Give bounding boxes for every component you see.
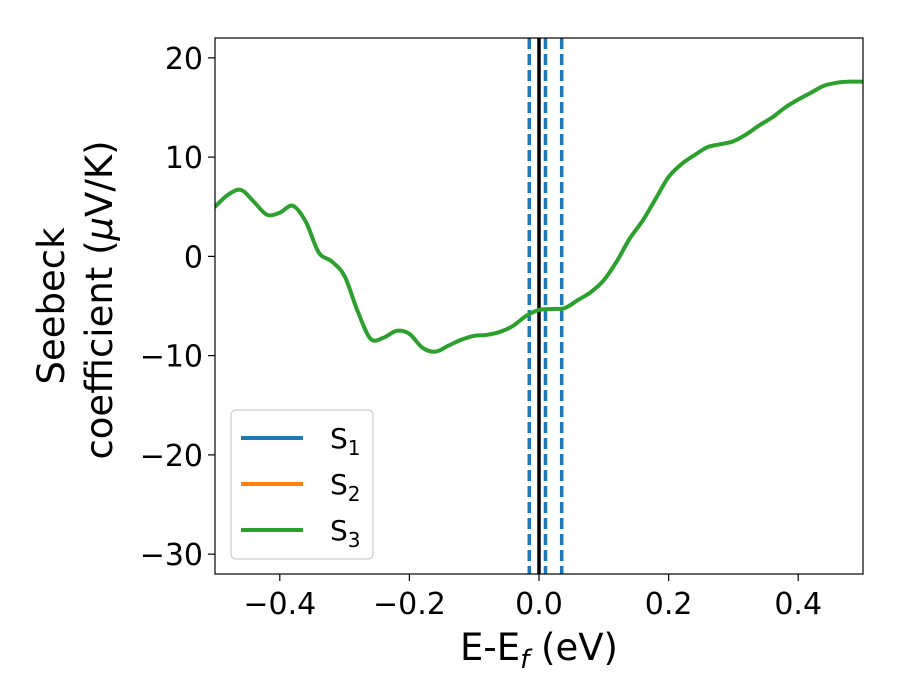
x-axis-label: E-Ef (eV) — [460, 626, 618, 675]
y-tick-label: 0 — [184, 240, 203, 275]
y-axis-label-line1: Seebeck — [30, 227, 73, 385]
x-tick-label: −0.2 — [373, 587, 446, 622]
y-tick-label: 10 — [165, 141, 203, 176]
x-axis-label-tail: (eV) — [529, 626, 618, 669]
x-tick-label: 0.0 — [515, 587, 563, 622]
legend-label-s3: S3 — [330, 514, 361, 552]
y-tick-label: −10 — [140, 340, 203, 375]
legend-label-s1: S1 — [330, 422, 361, 460]
x-axis: −0.4 −0.2 0.0 0.2 0.4 — [243, 574, 822, 622]
legend-label-s2: S2 — [330, 468, 361, 506]
data-layer — [215, 38, 863, 574]
x-tick-label: −0.4 — [243, 587, 316, 622]
legend: S1 S2 S3 — [230, 409, 374, 560]
y-tick-label: −30 — [140, 538, 203, 573]
y-axis: 20 10 0 −10 −20 −30 — [140, 42, 215, 573]
y-axis-label-pre: coefficient ( — [78, 240, 121, 459]
y-tick-label: 20 — [165, 42, 203, 77]
y-axis-label-mu: μ — [78, 217, 121, 242]
x-tick-label: 0.2 — [645, 587, 693, 622]
y-tick-label: −20 — [140, 439, 203, 474]
y-axis-label-line2: coefficient (μV/K) — [78, 140, 121, 459]
x-tick-label: 0.4 — [774, 587, 822, 622]
y-axis-label-post: V/K) — [78, 140, 121, 216]
series-line-s3 — [215, 79, 863, 354]
x-axis-label-main: E-E — [460, 626, 520, 669]
